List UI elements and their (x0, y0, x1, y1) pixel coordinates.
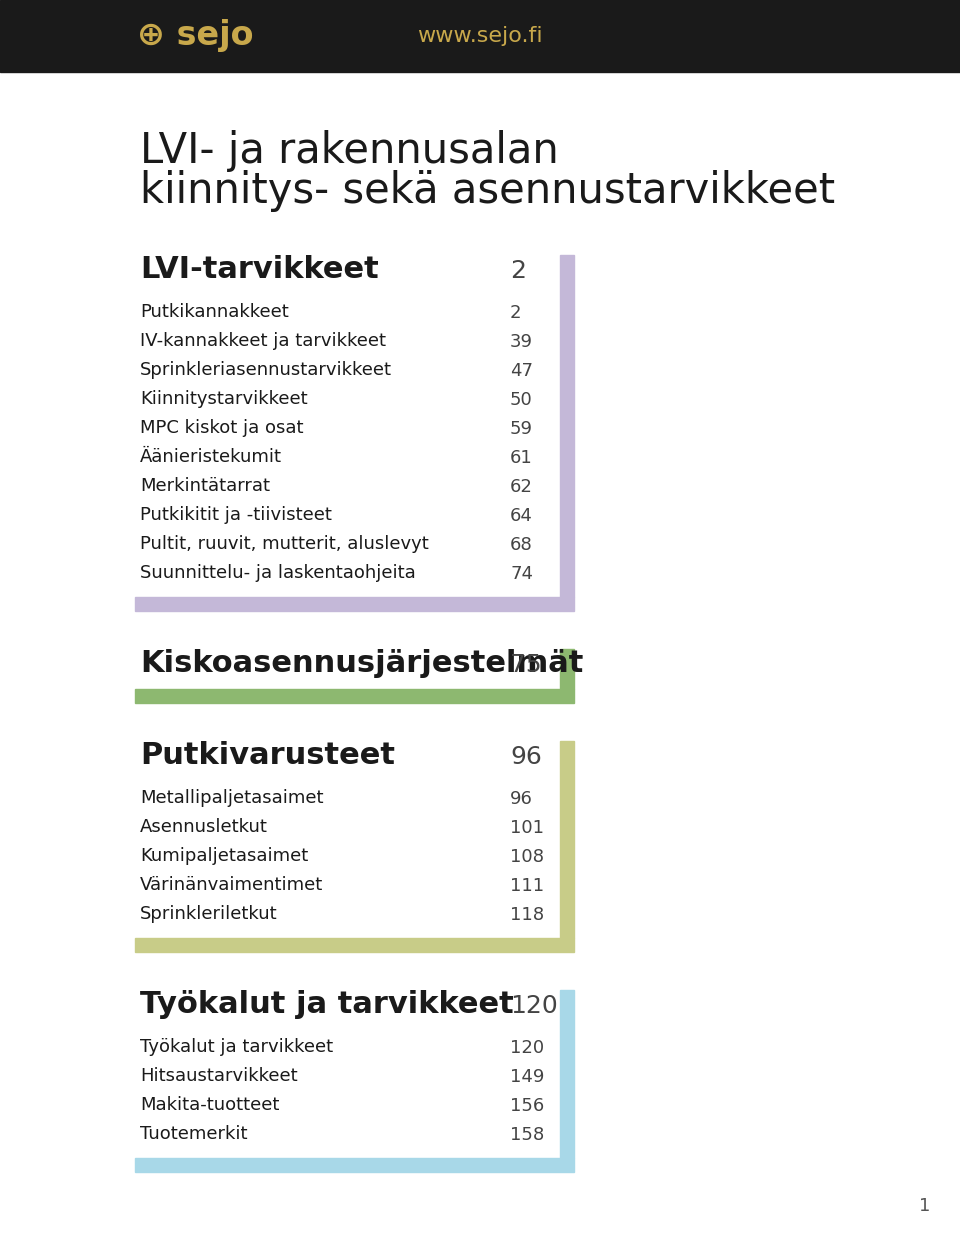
Text: 75: 75 (510, 652, 541, 677)
Text: Hitsaustarvikkeet: Hitsaustarvikkeet (140, 1067, 298, 1084)
Bar (0, 0, 960, 72)
Text: 1: 1 (919, 1197, 930, 1214)
Text: ⊕ sejo: ⊕ sejo (136, 20, 253, 52)
Text: Putkikitit ja -tiivisteet: Putkikitit ja -tiivisteet (140, 506, 332, 524)
Text: Sprinkleriasennustarvikkeet: Sprinkleriasennustarvikkeet (140, 361, 392, 379)
Text: Kiinnitystarvikkeet: Kiinnitystarvikkeet (140, 390, 307, 409)
Text: 158: 158 (510, 1127, 544, 1144)
Text: 2: 2 (510, 259, 526, 284)
Text: Sprinkleriletkut: Sprinkleriletkut (140, 905, 277, 924)
Bar (135, 938, 574, 952)
Text: Työkalut ja tarvikkeet: Työkalut ja tarvikkeet (140, 1037, 333, 1056)
Text: 39: 39 (510, 333, 533, 352)
Text: Asennusletkut: Asennusletkut (140, 818, 268, 836)
Text: 50: 50 (510, 391, 533, 409)
Text: 118: 118 (510, 906, 544, 924)
Text: 2: 2 (510, 305, 521, 322)
Bar (135, 597, 574, 612)
Bar (560, 255, 574, 597)
Text: 120: 120 (510, 994, 558, 1018)
Text: Putkikannakkeet: Putkikannakkeet (140, 303, 289, 321)
Text: 156: 156 (510, 1097, 544, 1115)
Text: Metallipaljetasaimet: Metallipaljetasaimet (140, 789, 324, 807)
Text: Tuotemerkit: Tuotemerkit (140, 1125, 248, 1143)
Text: Suunnittelu- ja laskentaohjeita: Suunnittelu- ja laskentaohjeita (140, 565, 416, 582)
Text: 108: 108 (510, 848, 544, 867)
Text: 68: 68 (510, 536, 533, 553)
Bar (135, 690, 574, 703)
Text: 74: 74 (510, 565, 533, 583)
Text: Pultit, ruuvit, mutterit, aluslevyt: Pultit, ruuvit, mutterit, aluslevyt (140, 535, 429, 553)
Text: 101: 101 (510, 820, 544, 837)
Bar (560, 990, 574, 1158)
Text: 111: 111 (510, 877, 544, 895)
Text: 62: 62 (510, 478, 533, 496)
Text: Putkivarusteet: Putkivarusteet (140, 742, 395, 770)
Bar (560, 649, 574, 690)
Text: Työkalut ja tarvikkeet: Työkalut ja tarvikkeet (140, 990, 514, 1019)
Text: Kumipaljetasaimet: Kumipaljetasaimet (140, 847, 308, 865)
Text: Makita-tuotteet: Makita-tuotteet (140, 1096, 279, 1114)
Text: 96: 96 (510, 745, 541, 769)
Text: 61: 61 (510, 449, 533, 467)
Text: kiinnitys- sekä asennustarvikkeet: kiinnitys- sekä asennustarvikkeet (140, 170, 835, 212)
Text: 59: 59 (510, 420, 533, 438)
Text: LVI-tarvikkeet: LVI-tarvikkeet (140, 255, 379, 284)
Text: LVI- ja rakennusalan: LVI- ja rakennusalan (140, 130, 559, 172)
Text: 96: 96 (510, 790, 533, 808)
Text: 64: 64 (510, 508, 533, 525)
Text: Merkintätarrat: Merkintätarrat (140, 477, 270, 495)
Text: Värinänvaimentimet: Värinänvaimentimet (140, 877, 324, 894)
Text: www.sejo.fi: www.sejo.fi (418, 26, 542, 46)
Bar (135, 1158, 574, 1172)
Text: Kiskoasennusjärjestelmät: Kiskoasennusjärjestelmät (140, 649, 584, 678)
Text: MPC kiskot ja osat: MPC kiskot ja osat (140, 418, 303, 437)
Text: 149: 149 (510, 1068, 544, 1086)
Text: IV-kannakkeet ja tarvikkeet: IV-kannakkeet ja tarvikkeet (140, 332, 386, 350)
Bar (560, 742, 574, 938)
Text: 47: 47 (510, 361, 533, 380)
Text: Äänieristekumit: Äänieristekumit (140, 448, 282, 465)
Text: 120: 120 (510, 1039, 544, 1057)
